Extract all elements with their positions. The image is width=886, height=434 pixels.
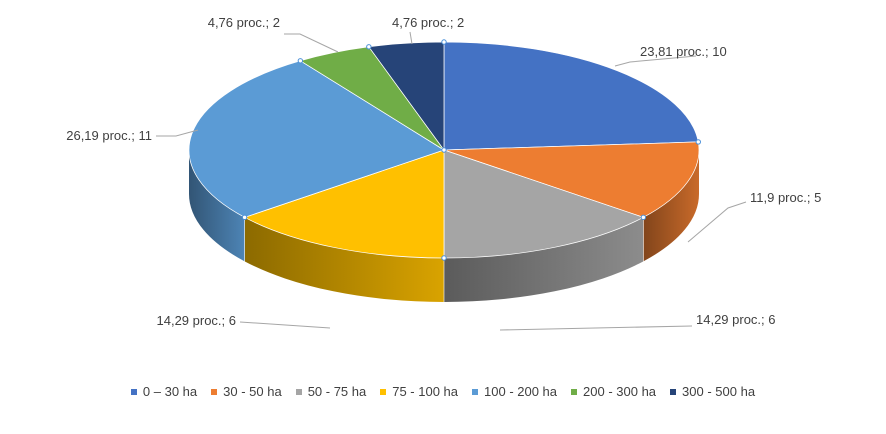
legend-label: 75 - 100 ha	[392, 384, 459, 399]
leader-line	[284, 33, 339, 53]
pie-side-wall	[189, 150, 245, 262]
pie-slice	[243, 149, 445, 259]
pie-slice	[443, 41, 699, 151]
slice-boundary-marker	[441, 39, 447, 45]
pie-chart-plot: 23,81 proc.; 10 11,9 proc.; 5 14,29 proc.;…	[66, 15, 821, 331]
pie-center-marker	[441, 147, 447, 153]
legend-label: 300 - 500 ha	[682, 384, 756, 399]
legend-swatch	[130, 388, 137, 395]
legend-swatch	[380, 388, 387, 395]
pie-side-wall	[643, 150, 699, 262]
pie-slice	[443, 149, 645, 259]
legend-swatch	[295, 388, 302, 395]
legend-item: 200 - 300 ha	[571, 384, 656, 399]
data-label: 14,29 proc.; 6	[157, 313, 237, 328]
slice-boundary-marker	[241, 214, 248, 221]
leader-line	[239, 321, 331, 329]
slice-boundary-marker	[297, 58, 304, 64]
data-label: 23,81 proc.; 10	[640, 44, 727, 59]
legend-item: 30 - 50 ha	[211, 384, 282, 399]
pie-side-wall	[244, 217, 444, 302]
legend-label: 100 - 200 ha	[484, 384, 558, 399]
slice-boundary-marker	[695, 139, 701, 145]
slice-boundary-marker	[366, 44, 372, 50]
legend-item: 100 - 200 ha	[472, 384, 557, 399]
data-label: 4,76 proc.; 2	[392, 15, 464, 30]
legend-label: 30 - 50 ha	[223, 384, 282, 399]
leader-line	[409, 31, 413, 45]
legend-swatch	[472, 388, 479, 395]
legend-label: 200 - 300 ha	[583, 384, 657, 399]
legend-label: 50 - 75 ha	[307, 384, 367, 399]
leader-line	[687, 201, 747, 243]
legend-swatch	[571, 388, 578, 395]
pie-slice	[188, 60, 445, 218]
data-label: 11,9 proc.; 5	[750, 190, 821, 205]
legend-item: 0 – 30 ha	[130, 384, 198, 399]
pie-side-wall	[444, 217, 644, 302]
data-label: 14,29 proc.; 6	[696, 312, 776, 327]
legend: 0 – 30 ha 30 - 50 ha 50 - 75 ha 75 - 100 ha…	[0, 384, 886, 399]
data-label: 4,76 proc.; 2	[208, 15, 280, 30]
leader-line	[156, 129, 199, 137]
pie-slice	[443, 141, 700, 218]
legend-item: 300 - 500 ha	[670, 384, 755, 399]
leader-line	[499, 325, 693, 331]
legend-item: 50 - 75 ha	[295, 384, 367, 399]
legend-swatch	[211, 388, 218, 395]
slice-boundary-marker	[640, 214, 647, 221]
legend-swatch	[670, 388, 677, 395]
leader-line	[614, 55, 697, 67]
legend-item: 75 - 100 ha	[380, 384, 458, 399]
slice-boundary-marker	[441, 255, 447, 261]
legend-label: 0 – 30 ha	[142, 384, 198, 399]
data-label: 26,19 proc.; 11	[66, 128, 152, 143]
